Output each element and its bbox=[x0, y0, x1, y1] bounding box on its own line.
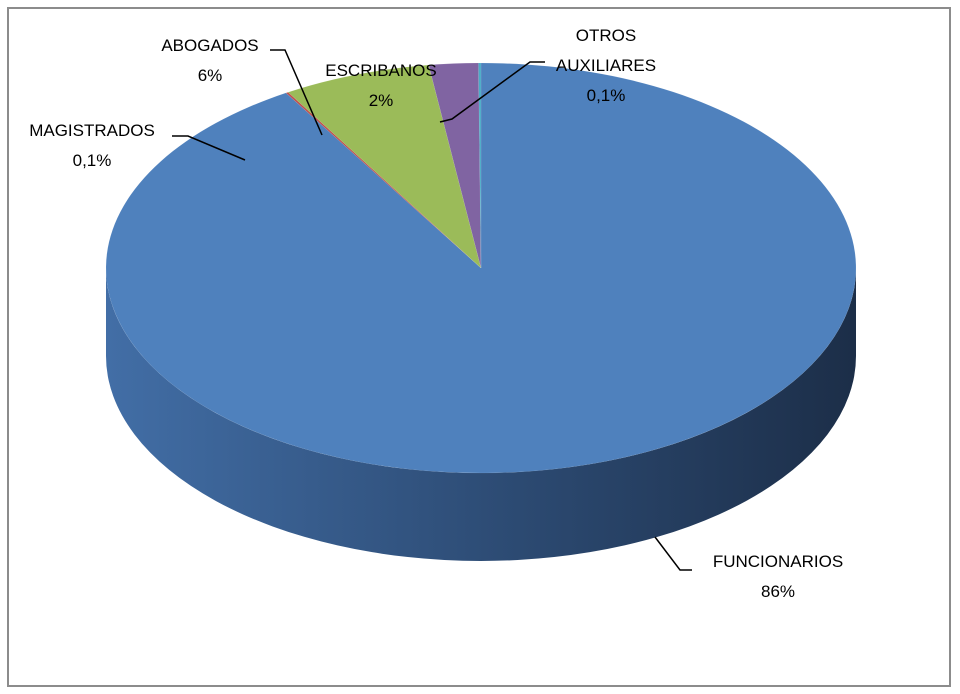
value-label: 0,1% bbox=[72, 151, 112, 170]
value-label: 86% bbox=[760, 582, 796, 601]
category-label: OTROS AUXILIARES bbox=[555, 26, 657, 75]
label-group: ESCRIBANOS 2% bbox=[306, 56, 456, 116]
pie-slice bbox=[428, 62, 482, 269]
label-group: OTROS AUXILIARES 0,1% bbox=[546, 21, 666, 111]
pie-slice bbox=[105, 62, 857, 474]
label-group: FUNCIONARIOS 86% bbox=[688, 547, 868, 607]
label-group: MAGISTRADOS 0,1% bbox=[7, 116, 177, 176]
pie-slice bbox=[287, 64, 482, 269]
category-label: ESCRIBANOS bbox=[325, 61, 437, 80]
category-label: FUNCIONARIOS bbox=[712, 552, 844, 571]
leader-lines bbox=[172, 49, 692, 571]
category-label: ABOGADOS bbox=[161, 36, 259, 55]
pie-side bbox=[106, 268, 856, 561]
value-label: 2% bbox=[368, 91, 394, 110]
pie-slice bbox=[478, 62, 482, 269]
label-group: ABOGADOS 6% bbox=[135, 31, 285, 91]
value-label: 6% bbox=[197, 66, 223, 85]
category-label: MAGISTRADOS bbox=[29, 121, 155, 140]
pie-slice bbox=[285, 91, 482, 269]
value-label: 0,1% bbox=[586, 86, 626, 105]
